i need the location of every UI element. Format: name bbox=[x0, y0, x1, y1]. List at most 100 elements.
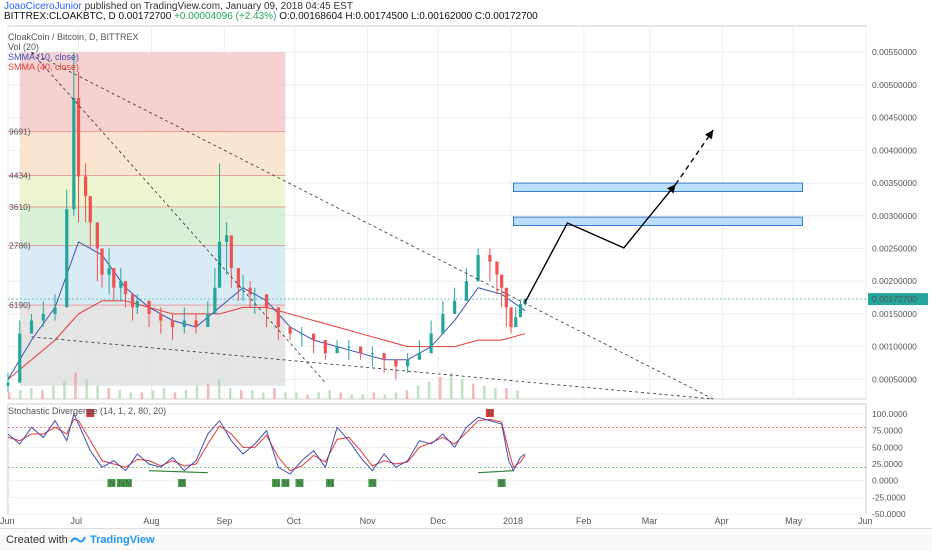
candle-body bbox=[300, 333, 304, 335]
volume-bar bbox=[317, 392, 320, 399]
divergence-marker bbox=[497, 479, 506, 487]
x-tick-label: Jun bbox=[858, 516, 873, 526]
candle-body bbox=[464, 281, 468, 301]
last-price-label: 0.00172700 bbox=[872, 294, 917, 304]
candle-body bbox=[311, 333, 316, 341]
candle-body bbox=[119, 281, 123, 288]
volume-bar bbox=[140, 392, 144, 399]
symbol-name: BITTREX:CLOAKBTC, D bbox=[4, 11, 116, 22]
fib-band bbox=[19, 52, 286, 132]
stoch-d-line bbox=[7, 418, 526, 472]
volume-bar bbox=[52, 385, 55, 399]
volume-bar bbox=[151, 390, 155, 399]
divergence-marker-label: N bbox=[109, 478, 115, 488]
fib-label: 2786) bbox=[9, 241, 31, 251]
candle-body bbox=[95, 222, 99, 249]
candle-body bbox=[394, 359, 398, 367]
osc-y-tick-label: 50.0000 bbox=[872, 442, 903, 452]
volume-bar bbox=[361, 394, 365, 399]
divergence-marker bbox=[177, 479, 186, 487]
volume-bar bbox=[19, 390, 22, 399]
volume-bar bbox=[383, 394, 387, 399]
trendline bbox=[31, 51, 714, 400]
y-tick-label: 0.00500000 bbox=[872, 80, 917, 90]
candle-body bbox=[147, 300, 151, 314]
candle-body bbox=[213, 287, 217, 314]
published-text: published on TradingView.com, January 09… bbox=[84, 1, 353, 12]
x-tick-label: 2018 bbox=[503, 516, 523, 526]
trendline bbox=[31, 336, 714, 400]
volume-bar bbox=[306, 394, 309, 399]
y-tick-label: 0.00400000 bbox=[872, 145, 917, 155]
x-tick-label: Aug bbox=[143, 516, 159, 526]
divergence-marker bbox=[368, 479, 377, 487]
y-tick-label: 0.00450000 bbox=[872, 113, 917, 123]
candle-body bbox=[18, 333, 22, 383]
divergence-marker-label: N bbox=[370, 478, 376, 488]
candle-body bbox=[6, 382, 10, 386]
author-link[interactable]: JoaoCiceroJunior bbox=[4, 1, 82, 12]
candle-body bbox=[72, 97, 76, 210]
divergence-marker-label: N bbox=[297, 478, 303, 488]
price-chart[interactable]: 9691) 4434) 3610) 2786) 6190) 0.00550000 0.005… bbox=[0, 22, 932, 402]
volume-bar bbox=[505, 388, 508, 399]
oscillator-title: Stochastic Divergence (14, 1, 2, 80, 20) bbox=[8, 406, 167, 416]
candle-body bbox=[100, 248, 104, 275]
legend-smma40: SMMA (40, close) bbox=[8, 62, 80, 72]
volume-bar bbox=[494, 388, 497, 399]
divergence-marker bbox=[86, 409, 95, 417]
volume-bar bbox=[339, 392, 342, 399]
divergence-marker-label: N bbox=[283, 478, 289, 488]
publish-info: JoaoCiceroJunior published on TradingVie… bbox=[4, 1, 353, 12]
volume-bar bbox=[405, 390, 409, 399]
volume-bar bbox=[284, 392, 287, 399]
divergence-marker-label: N bbox=[273, 478, 279, 488]
candle-body bbox=[253, 294, 257, 296]
y-tick-label: 0.00350000 bbox=[872, 178, 917, 188]
x-tick-label: May bbox=[785, 516, 803, 526]
x-tick-label: Oct bbox=[287, 516, 302, 526]
volume-bar bbox=[449, 372, 453, 399]
divergence-marker bbox=[123, 479, 132, 487]
volume-bar bbox=[394, 392, 398, 399]
candle-body bbox=[518, 304, 523, 318]
volume-bar bbox=[8, 392, 11, 399]
volume-bar bbox=[372, 392, 376, 399]
y-tick-label: 0.00200000 bbox=[872, 276, 917, 286]
y-tick-label: 0.00550000 bbox=[872, 47, 917, 57]
candle-body bbox=[441, 313, 445, 334]
x-tick-label: Jul bbox=[71, 516, 83, 526]
tradingview-logo-icon bbox=[70, 536, 86, 543]
candle-body bbox=[206, 313, 210, 328]
candle-body bbox=[488, 255, 492, 262]
fib-label: 6190) bbox=[9, 300, 31, 310]
candle-body bbox=[453, 300, 457, 314]
divergence-marker-label: N bbox=[118, 478, 124, 488]
candle-body bbox=[225, 235, 229, 242]
candle-body bbox=[83, 176, 88, 197]
candle-body bbox=[88, 196, 92, 223]
stoch-k-line bbox=[7, 412, 526, 475]
x-tick-label: Dec bbox=[430, 516, 447, 526]
fib-band bbox=[19, 131, 286, 176]
divergence-marker-label: R bbox=[88, 408, 94, 418]
volume-bar bbox=[427, 381, 431, 399]
volume-bar bbox=[74, 372, 77, 399]
legend-title: CloakCoin / Bitcoin, D, BITTREX bbox=[8, 32, 139, 42]
volume-bar bbox=[416, 385, 420, 399]
oscillator-chart[interactable]: N N N B N N N N N BRR 100.000075.000050.000025.000… bbox=[0, 402, 932, 528]
tradingview-brand[interactable]: TradingView bbox=[90, 534, 155, 546]
volume-bar bbox=[96, 385, 99, 399]
volume-bar bbox=[295, 392, 298, 399]
divergence-marker bbox=[295, 479, 304, 487]
volume-bar bbox=[251, 390, 254, 399]
open-price: 0.00172700 bbox=[118, 11, 172, 22]
divergence-marker bbox=[485, 409, 494, 417]
osc-y-tick-label: -50.0000 bbox=[872, 509, 906, 519]
volume-bar bbox=[85, 379, 88, 399]
fib-band bbox=[19, 175, 286, 207]
volume-bar bbox=[107, 388, 110, 399]
candle-body bbox=[417, 353, 421, 360]
candle-body bbox=[264, 294, 269, 308]
fib-label: 9691) bbox=[9, 126, 31, 136]
